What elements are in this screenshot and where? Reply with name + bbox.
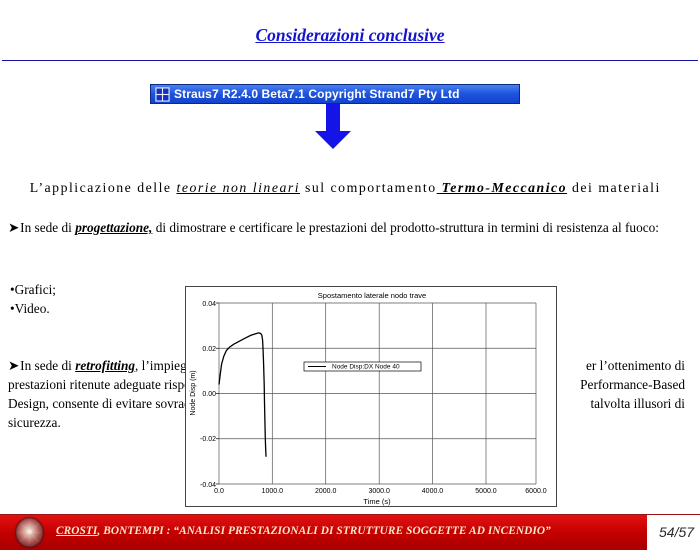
svg-text:0.02: 0.02 <box>202 346 216 353</box>
svg-text:1000.0: 1000.0 <box>262 488 284 495</box>
svg-text:0.00: 0.00 <box>202 391 216 398</box>
svg-text:6000.0: 6000.0 <box>525 488 547 495</box>
svg-text:5000.0: 5000.0 <box>475 488 497 495</box>
svg-text:0.0: 0.0 <box>214 488 224 495</box>
svg-text:-0.02: -0.02 <box>200 436 216 443</box>
svg-text:3000.0: 3000.0 <box>368 488 390 495</box>
svg-text:Time (s): Time (s) <box>363 497 391 506</box>
svg-text:0.04: 0.04 <box>202 301 216 308</box>
svg-text:Spostamento laterale nodo trav: Spostamento laterale nodo trave <box>318 291 426 300</box>
svg-text:4000.0: 4000.0 <box>422 488 444 495</box>
svg-text:Node Disp (m): Node Disp (m) <box>190 370 197 415</box>
svg-text:2000.0: 2000.0 <box>315 488 337 495</box>
svg-text:Node Disp:DX Node 40: Node Disp:DX Node 40 <box>332 364 400 371</box>
